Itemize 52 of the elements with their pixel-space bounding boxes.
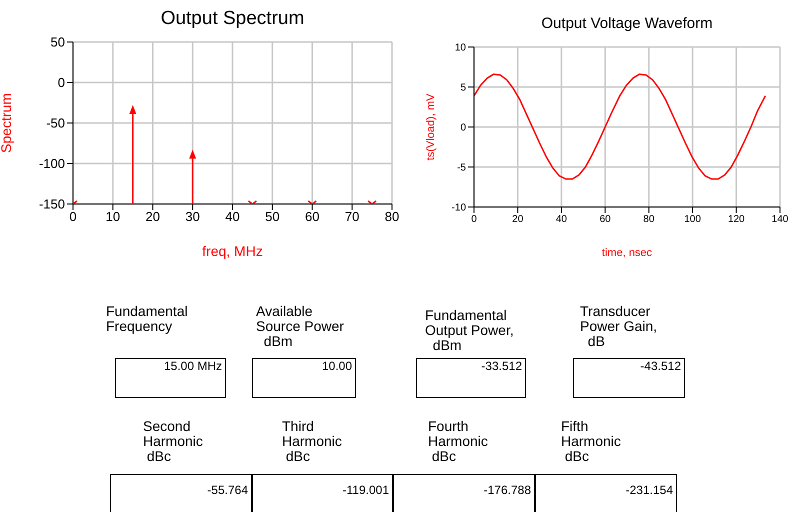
x-tick-label: 140: [772, 214, 789, 226]
chart-title: Output Voltage Waveform: [540, 15, 714, 32]
x-tick-label: 40: [225, 209, 240, 224]
y-tick-label: -10: [452, 202, 466, 214]
category-label: Transducer Power Gain, dB: [580, 303, 658, 349]
category-label: Available Source Power dBm: [256, 303, 344, 349]
category-label: Fundamental Output Power, dBm: [425, 307, 514, 353]
text: 15.00 MHz: [164, 359, 222, 373]
x-tick-label: 20: [146, 209, 160, 224]
x-tick-label: 0: [69, 209, 77, 224]
x-tick-label: 50: [265, 209, 280, 224]
y-axis-title: ts(Vload), mV: [424, 93, 437, 160]
x-tick-label: 80: [384, 209, 400, 224]
y-axis-title: Spectrum: [0, 93, 14, 153]
y-tick-label: 0: [58, 75, 65, 90]
x-tick-label: 30: [185, 209, 200, 224]
y-tick-label: 5: [460, 82, 466, 94]
category-label: Fourth Harmonic dBc: [428, 418, 488, 464]
y-tick-label: 10: [454, 42, 466, 54]
x-tick-label: 20: [512, 214, 524, 226]
category-label: Second Harmonic dBc: [143, 418, 203, 464]
text: -231.154: [626, 483, 673, 497]
category-label: Third Harmonic dBc: [282, 418, 342, 464]
x-axis-title: freq, MHz: [202, 243, 263, 259]
y-tick-label: 50: [50, 34, 65, 50]
x-tick-label: 70: [344, 209, 360, 224]
text: -119.001: [342, 483, 389, 497]
text: 10.00: [322, 359, 352, 373]
y-tick-label: -150: [38, 196, 65, 212]
chart-title: Output Spectrum: [160, 8, 306, 30]
text: -43.512: [640, 359, 681, 373]
x-tick-label: 100: [684, 214, 702, 226]
line-series: [474, 73, 766, 180]
point: [129, 105, 136, 114]
text: -33.512: [481, 359, 522, 373]
x-tick-label: 60: [600, 214, 612, 226]
y-tick-label: -100: [38, 156, 65, 172]
text: -55.764: [207, 483, 248, 497]
category-label: Fundamental Frequency: [106, 303, 188, 334]
x-tick-label: 60: [305, 209, 320, 224]
x-axis-title: time, nsec: [602, 247, 653, 259]
x-tick-label: 0: [471, 214, 478, 226]
category-label: Fifth Harmonic dBc: [561, 418, 621, 464]
y-tick-label: -50: [46, 116, 65, 131]
x-tick-label: 80: [643, 214, 655, 226]
y-tick-label: 0: [460, 122, 466, 134]
text: -176.788: [484, 483, 531, 497]
x-tick-label: 120: [728, 214, 746, 226]
point: [189, 150, 196, 159]
y-tick-label: -5: [457, 162, 466, 174]
x-tick-label: 40: [556, 214, 568, 226]
x-tick-label: 10: [106, 209, 120, 224]
